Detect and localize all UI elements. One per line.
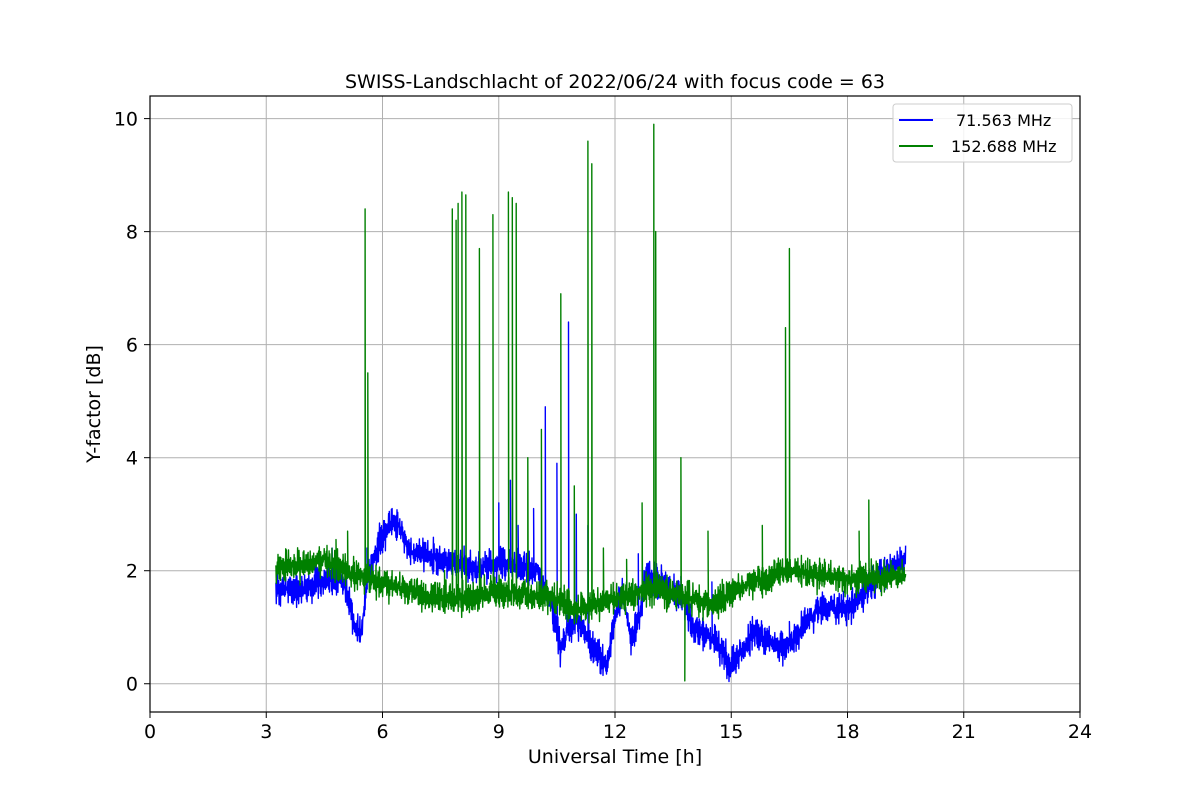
x-tick-label: 21 (952, 721, 976, 743)
series-line-71mhz (275, 321, 907, 683)
y-tick-label: 6 (126, 335, 138, 357)
y-axis-title: Y-factor [dB] (83, 345, 105, 464)
x-tick-label: 6 (376, 721, 388, 743)
x-tick-label: 0 (144, 721, 156, 743)
x-tick-label: 15 (719, 721, 743, 743)
x-tick-label: 18 (835, 721, 859, 743)
x-axis-title: Universal Time [h] (528, 746, 702, 768)
series-layer (275, 123, 907, 683)
legend-label-152mhz: 152.688 MHz (951, 137, 1056, 156)
y-tick-label: 10 (114, 109, 138, 131)
y-tick-label: 8 (126, 222, 138, 244)
legend-label-71mhz: 71.563 MHz (956, 111, 1051, 130)
x-tick-label: 24 (1068, 721, 1092, 743)
legend-box (892, 103, 1073, 163)
legend: 71.563 MHz 152.688 MHz (892, 103, 1073, 163)
y-tick-label: 0 (126, 674, 138, 696)
chart-title: SWISS-Landschlacht of 2022/06/24 with fo… (345, 71, 885, 93)
y-tick-label: 2 (126, 561, 138, 583)
series-line-152mhz (275, 123, 907, 682)
x-tick-label: 9 (493, 721, 505, 743)
y-tick-label: 4 (126, 448, 138, 470)
x-tick-label: 3 (260, 721, 272, 743)
x-tick-label: 12 (603, 721, 627, 743)
